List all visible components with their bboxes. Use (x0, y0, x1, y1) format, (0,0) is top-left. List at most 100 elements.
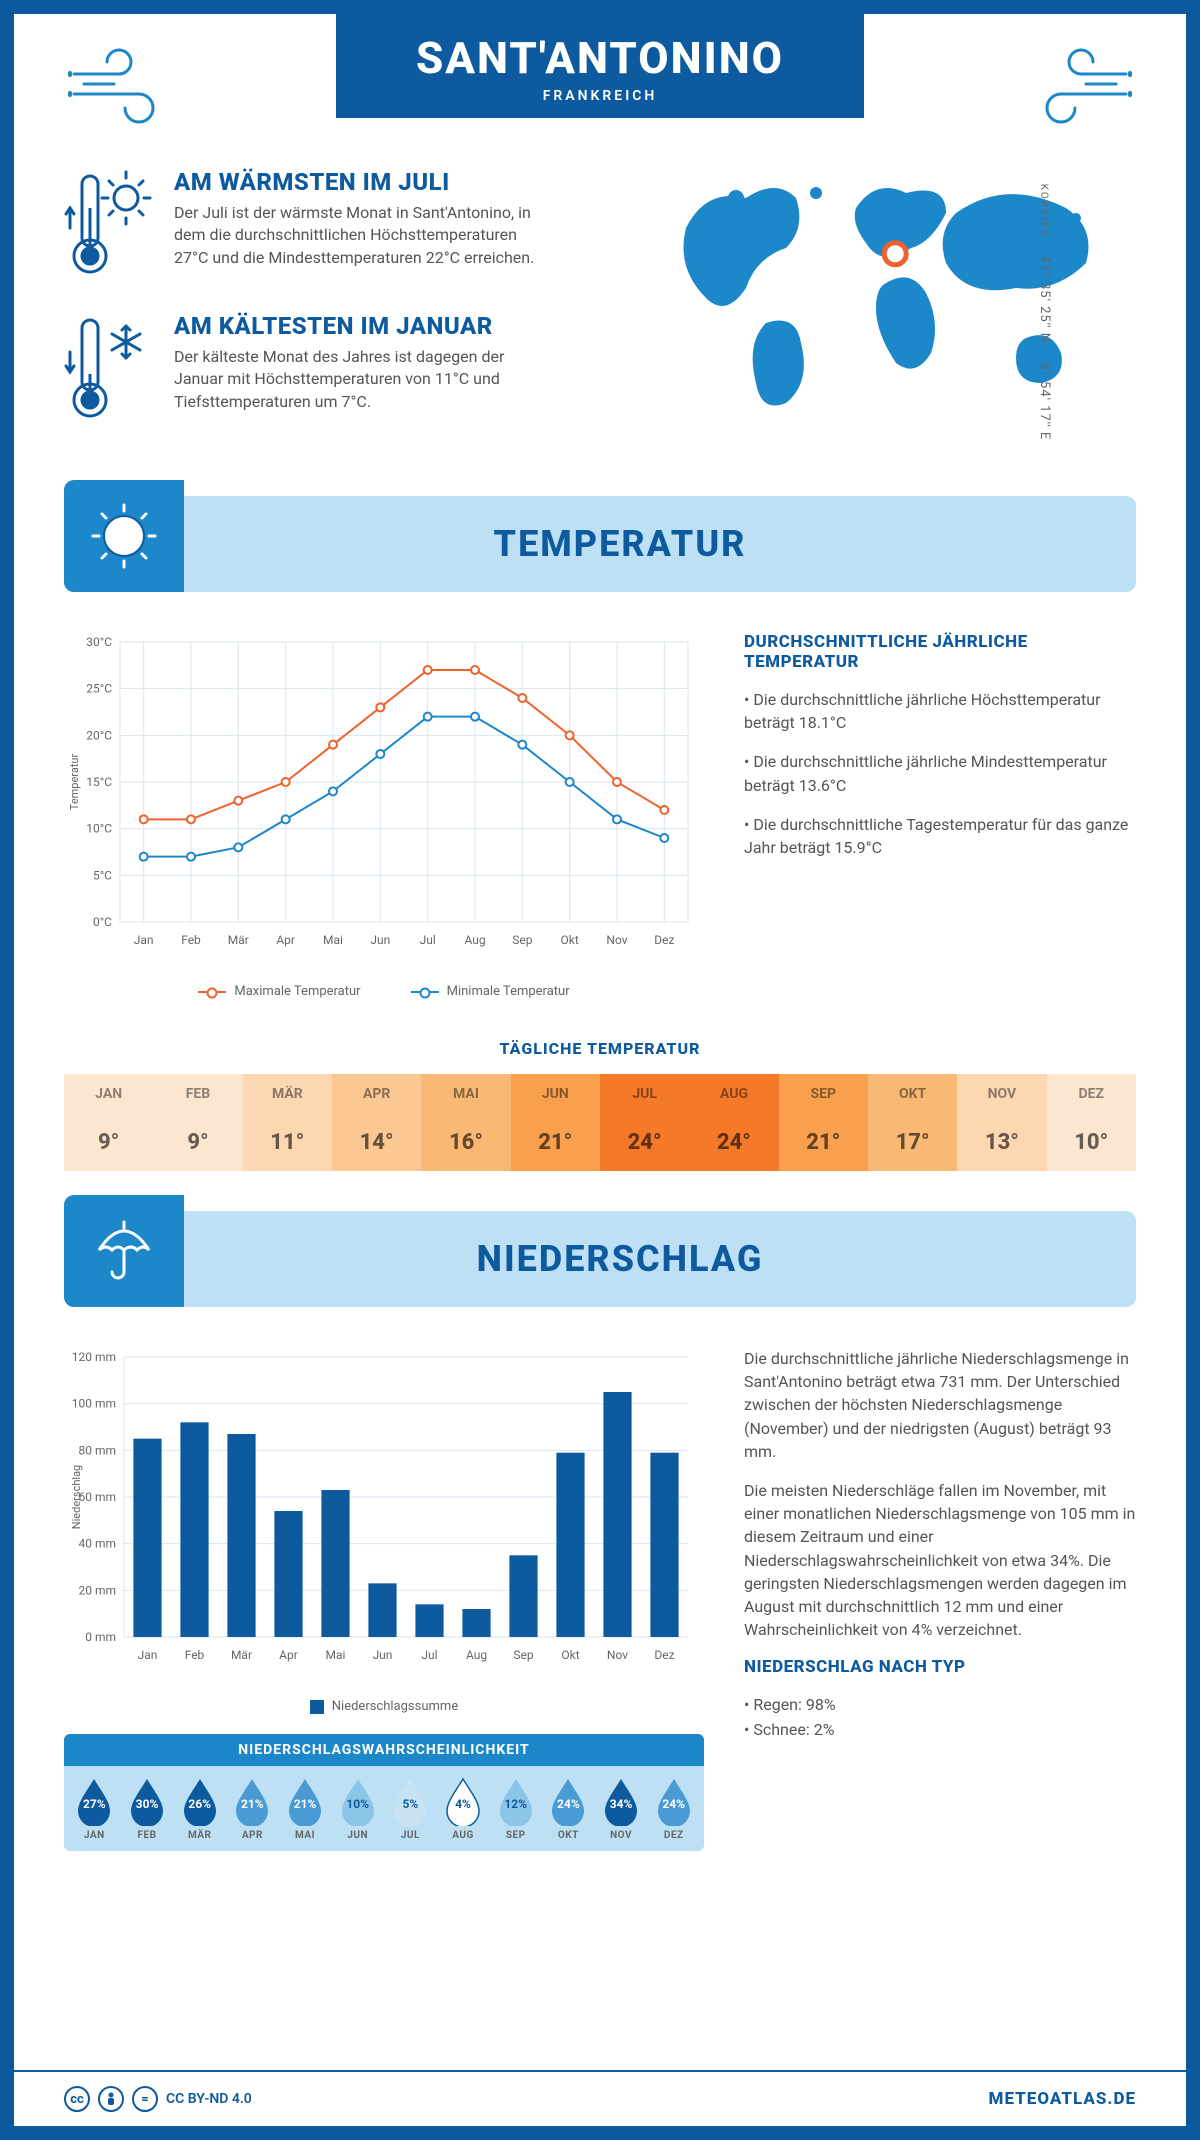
prob-value: 24% (557, 1797, 580, 1811)
footer: cc = CC BY-ND 4.0 METEOATLAS.DE (14, 2070, 1186, 2126)
prob-month: NOV (595, 1830, 648, 1841)
svg-text:60 mm: 60 mm (78, 1490, 116, 1504)
svg-text:Mai: Mai (326, 1648, 346, 1662)
prob-value: 10% (346, 1797, 369, 1811)
daily-temp-value: 21° (511, 1114, 600, 1171)
drop-icon: 34% (601, 1776, 641, 1826)
prob-month: FEB (121, 1830, 174, 1841)
prob-col: 21%MAI (279, 1776, 332, 1841)
location-title: SANT'ANTONINO (416, 32, 784, 84)
daily-temp-month: JAN (64, 1074, 153, 1114)
prob-month: SEP (489, 1830, 542, 1841)
daily-temp-value: 24° (600, 1114, 689, 1171)
svg-text:Okt: Okt (561, 933, 579, 947)
daily-temp-col: DEZ10° (1047, 1074, 1136, 1171)
prob-value: 27% (83, 1797, 106, 1811)
prob-value: 34% (610, 1797, 633, 1811)
cc-icon: cc (64, 2086, 90, 2112)
prob-col: 12% SEP (489, 1776, 542, 1841)
prob-month: AUG (437, 1830, 490, 1841)
probability-table: 27%JAN30%FEB26%MÄR21%APR21%MAI10%JUN5%JU… (64, 1766, 704, 1851)
daily-temp-col: APR14° (332, 1074, 421, 1171)
thermometer-snow-icon (64, 312, 154, 426)
precip-type-bullet: • Regen: 98% (744, 1693, 1136, 1716)
temp-bullet: • Die durchschnittliche jährliche Höchst… (744, 688, 1136, 734)
precip-type-title: NIEDERSCHLAG NACH TYP (744, 1657, 1136, 1677)
daily-temp-month: FEB (153, 1074, 242, 1114)
legend-precip: Niederschlagssumme (332, 1699, 458, 1714)
prob-col: 24% DEZ (647, 1776, 700, 1841)
svg-text:80 mm: 80 mm (78, 1443, 116, 1457)
svg-text:Jul: Jul (421, 1648, 437, 1662)
svg-text:40 mm: 40 mm (78, 1537, 116, 1551)
legend-max: Maximale Temperatur (234, 984, 360, 999)
svg-text:Feb: Feb (181, 933, 201, 947)
daily-temp-value: 9° (64, 1114, 153, 1171)
drop-icon: 21% (232, 1776, 272, 1826)
svg-text:120 mm: 120 mm (72, 1350, 116, 1364)
drop-icon: 27% (74, 1776, 114, 1826)
daily-temp-col: FEB9° (153, 1074, 242, 1171)
warmest-block: AM WÄRMSTEN IM JULI Der Juli ist der wär… (64, 168, 626, 282)
svg-text:25°C: 25°C (86, 682, 112, 696)
drop-icon: 4% (443, 1776, 483, 1826)
header: SANT'ANTONINO FRANKREICH (64, 14, 1136, 118)
precip-type-bullet: • Schnee: 2% (744, 1718, 1136, 1741)
prob-value: 12% (504, 1797, 527, 1811)
temperature-summary: DURCHSCHNITTLICHE JÄHRLICHE TEMPERATUR •… (744, 632, 1136, 999)
drop-icon: 24% (548, 1776, 588, 1826)
legend-min: Minimale Temperatur (447, 984, 570, 999)
probability-title: NIEDERSCHLAGSWAHRSCHEINLICHKEIT (64, 1734, 704, 1766)
daily-temp-col: JUL24° (600, 1074, 689, 1171)
world-map: KORSIKA 42° 35' 25'' N — 8° 54' 17'' E (656, 168, 1136, 456)
drop-icon: 12% (496, 1776, 536, 1826)
daily-temp-value: 24° (689, 1114, 778, 1171)
daily-temp-month: JUN (511, 1074, 600, 1114)
svg-text:Temperatur: Temperatur (68, 754, 81, 811)
daily-temp-value: 21° (779, 1114, 868, 1171)
daily-temp-month: MAI (421, 1074, 510, 1114)
drop-icon: 24% (654, 1776, 694, 1826)
svg-text:5°C: 5°C (93, 868, 112, 882)
daily-temp-title: TÄGLICHE TEMPERATUR (64, 1039, 1136, 1058)
coldest-block: AM KÄLTESTEN IM JANUAR Der kälteste Mona… (64, 312, 626, 426)
svg-text:Mai: Mai (323, 933, 343, 947)
prob-col: 24%OKT (542, 1776, 595, 1841)
coordinates: KORSIKA 42° 35' 25'' N — 8° 54' 17'' E (1036, 184, 1051, 441)
drop-icon: 30% (127, 1776, 167, 1826)
prob-col: 4% AUG (437, 1776, 490, 1841)
svg-text:Jan: Jan (138, 1648, 158, 1662)
precipitation-summary: Die durchschnittliche jährliche Niedersc… (744, 1347, 1136, 1851)
prob-value: 21% (241, 1797, 264, 1811)
prob-value: 30% (136, 1797, 159, 1811)
temperature-section-header: TEMPERATUR (64, 496, 1136, 592)
prob-month: MÄR (173, 1830, 226, 1841)
prob-month: DEZ (647, 1830, 700, 1841)
temperature-line-chart: 0°C5°C10°C15°C20°C25°C30°CJanFebMärAprMa… (64, 632, 704, 999)
svg-text:Jan: Jan (134, 933, 154, 947)
prob-month: APR (226, 1830, 279, 1841)
prob-value: 26% (188, 1797, 211, 1811)
svg-text:0°C: 0°C (93, 915, 112, 929)
nd-icon: = (132, 2086, 158, 2112)
svg-text:Niederschlag: Niederschlag (70, 1465, 83, 1529)
prob-month: MAI (279, 1830, 332, 1841)
svg-text:Mär: Mär (228, 933, 249, 947)
svg-text:Apr: Apr (279, 1648, 298, 1662)
prob-col: 26% MÄR (173, 1776, 226, 1841)
svg-text:15°C: 15°C (86, 775, 112, 789)
coldest-text: Der kälteste Monat des Jahres ist dagege… (174, 346, 554, 413)
daily-temp-value: 17° (868, 1114, 957, 1171)
prob-col: 5%JUL (384, 1776, 437, 1841)
coldest-title: AM KÄLTESTEN IM JANUAR (174, 312, 554, 340)
svg-text:Sep: Sep (512, 933, 532, 947)
svg-text:Apr: Apr (276, 933, 295, 947)
svg-text:0 mm: 0 mm (85, 1630, 116, 1644)
prob-month: JUL (384, 1830, 437, 1841)
svg-text:Dez: Dez (654, 1648, 674, 1662)
prob-col: 30% FEB (121, 1776, 174, 1841)
prob-col: 34% NOV (595, 1776, 648, 1841)
precipitation-bar-chart: 0 mm20 mm40 mm60 mm80 mm100 mm120 mmNied… (64, 1347, 704, 1851)
daily-temp-col: AUG24° (689, 1074, 778, 1171)
svg-text:Mär: Mär (231, 1648, 252, 1662)
